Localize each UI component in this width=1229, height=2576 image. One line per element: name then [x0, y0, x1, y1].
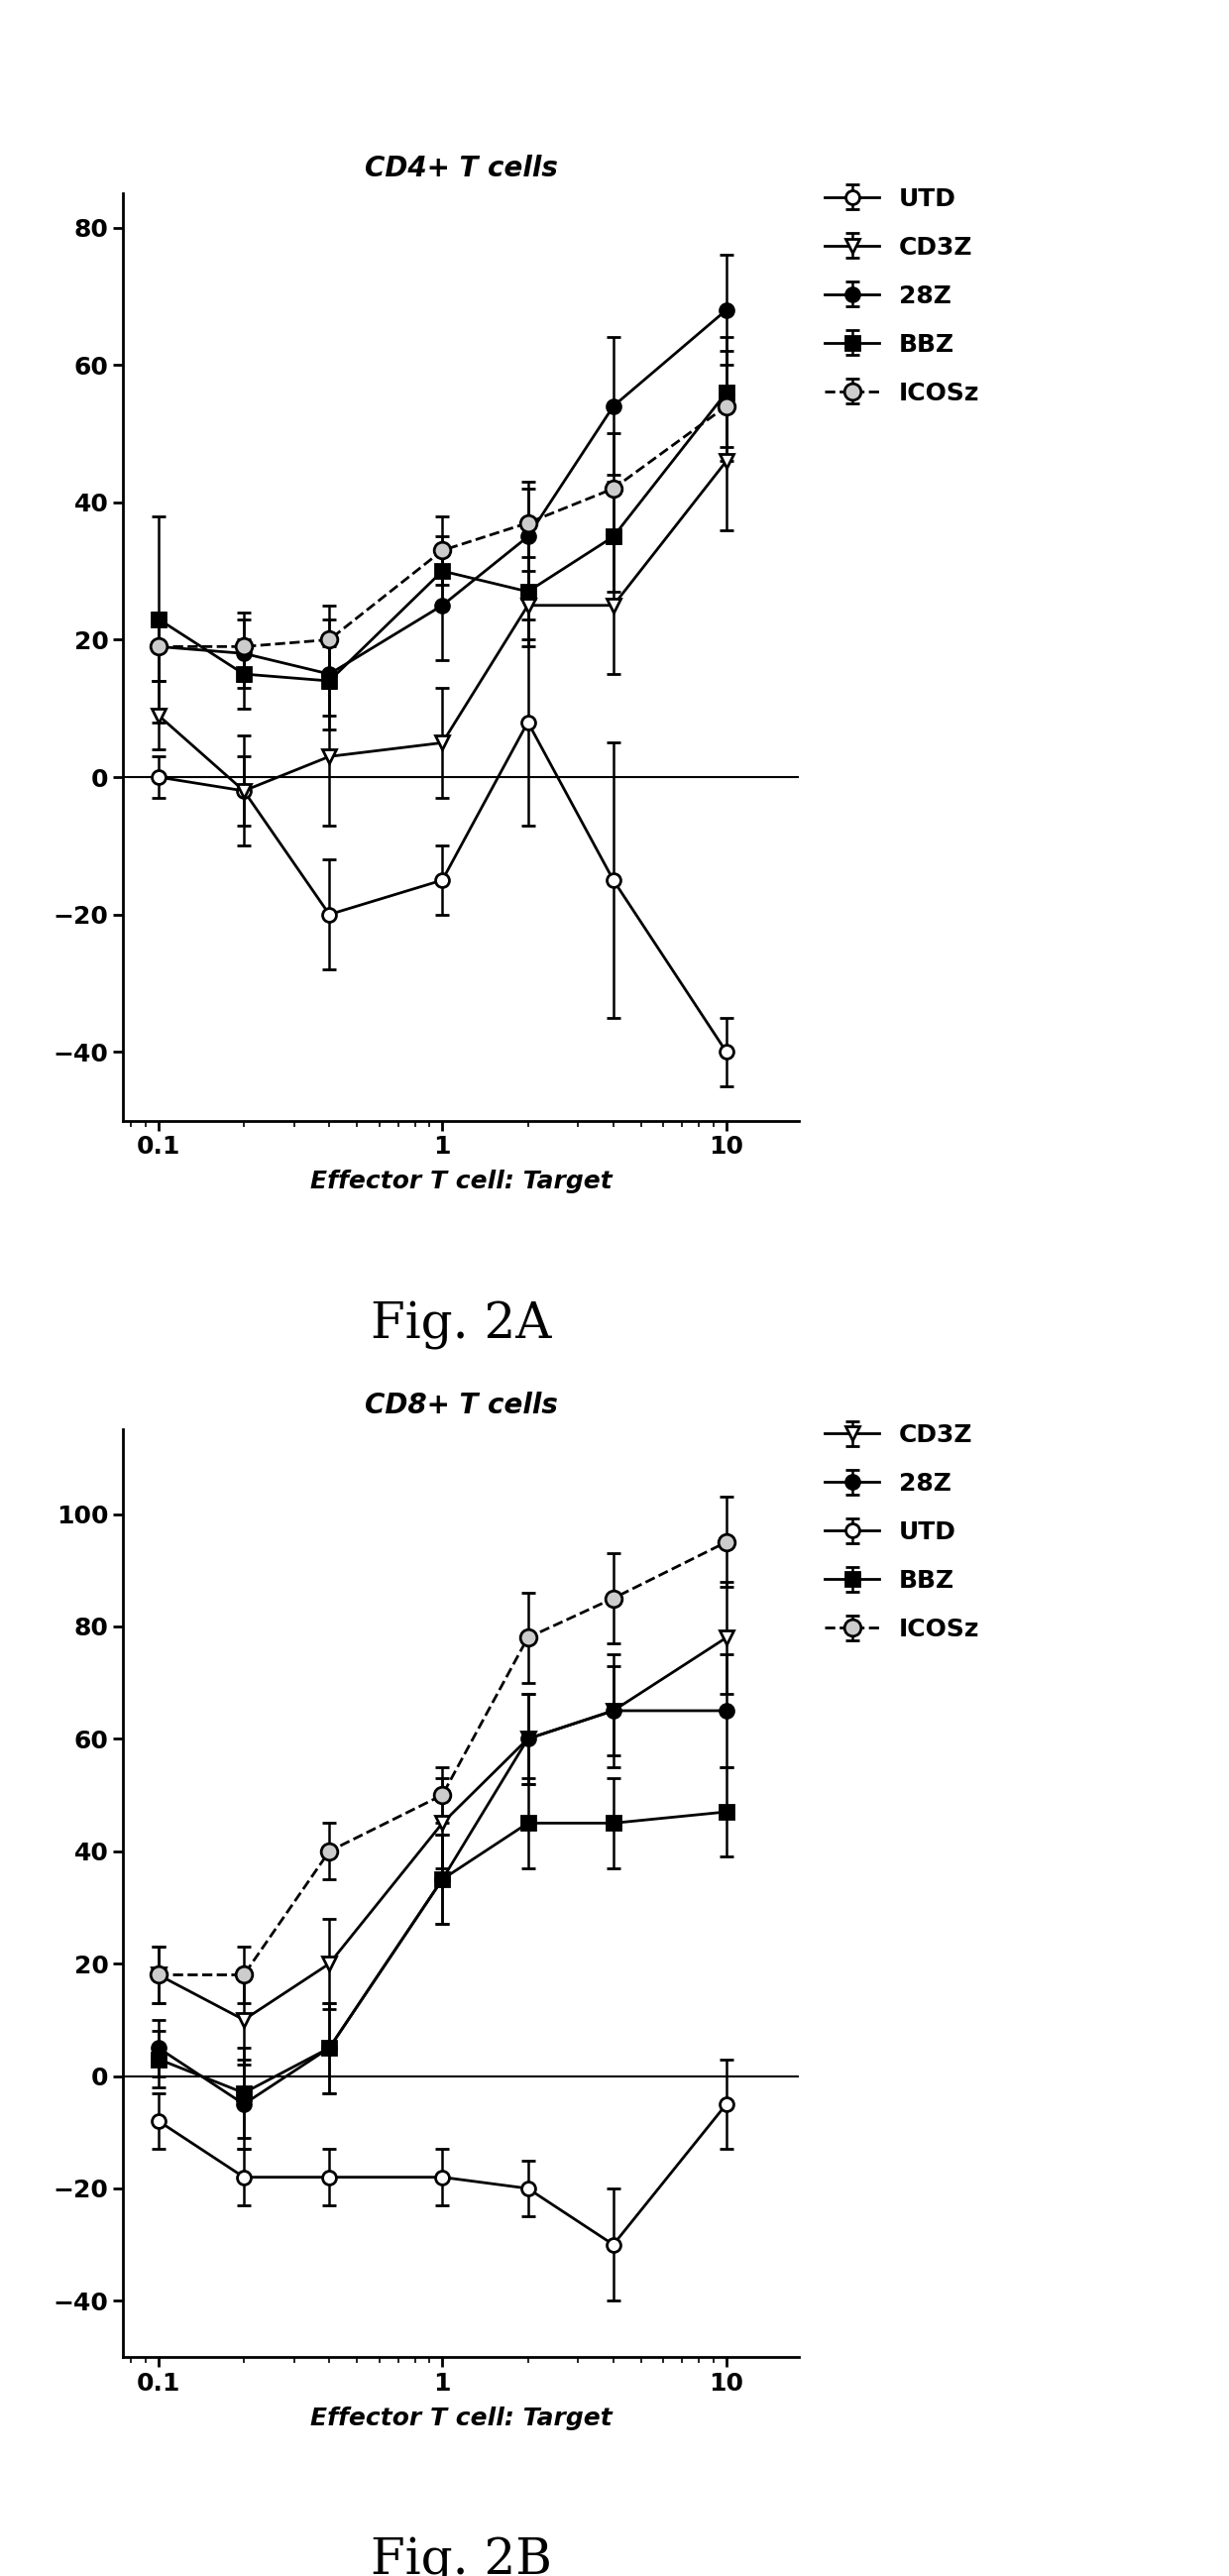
- Title: CD4+ T cells: CD4+ T cells: [364, 155, 558, 183]
- Legend: CD3Z, 28Z, UTD, BBZ, ICOSz: CD3Z, 28Z, UTD, BBZ, ICOSz: [825, 1425, 980, 1641]
- Text: Fig. 2B: Fig. 2B: [370, 2537, 552, 2576]
- Text: Fig. 2A: Fig. 2A: [370, 1301, 552, 1350]
- Title: CD8+ T cells: CD8+ T cells: [364, 1391, 558, 1419]
- X-axis label: Effector T cell: Target: Effector T cell: Target: [310, 1170, 612, 1193]
- Legend: UTD, CD3Z, 28Z, BBZ, ICOSz: UTD, CD3Z, 28Z, BBZ, ICOSz: [825, 188, 980, 404]
- X-axis label: Effector T cell: Target: Effector T cell: Target: [310, 2406, 612, 2429]
